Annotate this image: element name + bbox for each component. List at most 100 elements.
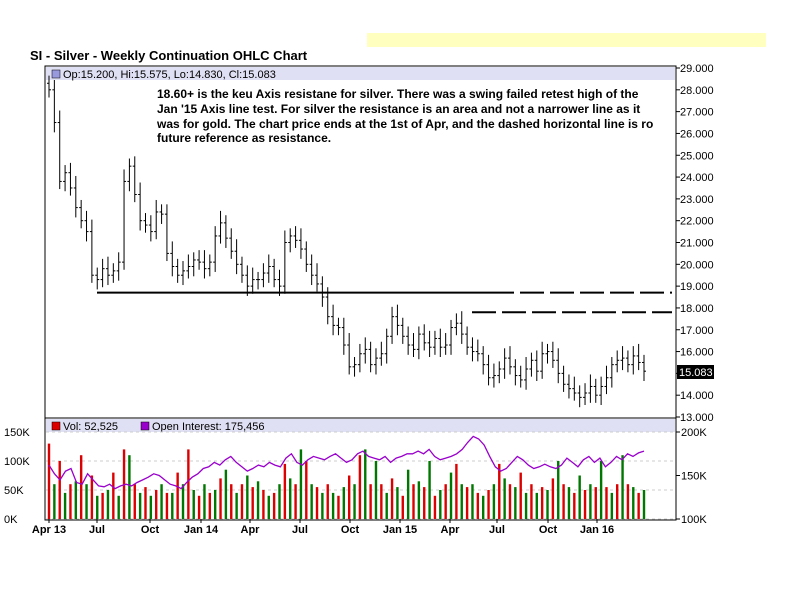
volume-bar: [272, 492, 276, 519]
price-tick-label: 25.000: [680, 150, 714, 162]
volume-bar: [144, 487, 147, 519]
volume-bar: [305, 461, 308, 519]
info-bar: [46, 67, 675, 80]
x-tick-label: Oct: [141, 524, 160, 536]
last-price-label: 15.083: [679, 367, 713, 379]
price-tick-label: 13.000: [680, 412, 714, 424]
volume-bar: [503, 478, 506, 519]
volume-bar: [230, 484, 233, 519]
open-interest-swatch: [140, 421, 150, 431]
volume-bar: [358, 455, 362, 519]
price-tick-label: 19.000: [680, 281, 714, 293]
volume-bar: [546, 490, 549, 519]
chart-title: SI - Silver - Weekly Continuation OHLC C…: [30, 48, 308, 63]
volume-bar: [58, 461, 61, 519]
x-tick-label: Jul: [292, 524, 308, 536]
volume-tick-label: 100K: [4, 456, 30, 468]
volume-bar: [471, 484, 474, 519]
price-tick-label: 23.000: [680, 194, 714, 206]
volume-bar: [444, 484, 447, 519]
volume-tick-label: 0K: [4, 514, 18, 526]
volume-bar: [551, 478, 555, 519]
volume-bar: [637, 492, 640, 519]
volume-bar: [331, 492, 335, 519]
x-tick-label: Apr: [441, 524, 461, 536]
volume-bar: [578, 475, 581, 519]
volume-bar: [642, 490, 646, 519]
price-tick-label: 21.000: [680, 238, 714, 250]
volume-bar: [117, 495, 120, 519]
volume-bar: [85, 484, 88, 519]
price-tick-label: 27.000: [680, 107, 714, 119]
volume-bar: [112, 472, 115, 519]
volume-info-bar: [46, 419, 675, 432]
volume-bar: [390, 478, 394, 519]
x-tick-label: Oct: [341, 524, 360, 536]
volume-bar: [133, 484, 136, 519]
volume-bar: [423, 487, 426, 519]
volume-bar: [213, 490, 217, 519]
volume-bar: [401, 495, 404, 519]
volume-bar: [417, 481, 421, 519]
volume-bar: [321, 492, 324, 519]
volume-tick-label: 50K: [4, 485, 24, 497]
volume-bar: [605, 487, 608, 519]
volume-bar: [374, 461, 378, 519]
volume-bar: [326, 484, 329, 519]
annotation: 18.60+ is the keu Axis resistane for sil…: [156, 87, 653, 145]
volume-bar: [171, 492, 174, 519]
volume-bar: [310, 484, 313, 519]
x-tick-label: Jan 14: [184, 524, 219, 536]
volume-bar: [567, 487, 571, 519]
volume-bar: [481, 495, 485, 519]
volume-bar: [439, 490, 442, 519]
volume-bar: [487, 490, 490, 519]
volume-bar: [208, 492, 212, 519]
oi-tick-label: 100K: [681, 514, 707, 526]
volume-bar: [197, 495, 201, 519]
volume-bar: [246, 475, 249, 519]
volume-bar: [492, 484, 496, 519]
price-tick-label: 14.000: [680, 390, 714, 402]
annotation-line: 18.60+ is the keu Axis resistane for sil…: [157, 87, 639, 101]
volume-bar: [138, 492, 142, 519]
volume-bar: [101, 492, 104, 519]
volume-bar: [347, 475, 351, 519]
volume-bar: [498, 463, 501, 519]
price-tick-label: 24.000: [680, 172, 714, 184]
volume-bar: [149, 495, 153, 519]
volume-label: Vol: 52,525: [63, 421, 118, 433]
volume-bar: [176, 472, 179, 519]
volume-bar: [465, 487, 469, 519]
price-tick-label: 16.000: [680, 347, 714, 359]
volume-bar: [615, 484, 619, 519]
x-tick-label: Oct: [539, 524, 558, 536]
volume-bar: [364, 449, 367, 519]
volume-swatch: [51, 421, 61, 431]
volume-bar: [181, 484, 185, 519]
volume-bar: [165, 492, 169, 519]
x-tick-label: Jan 15: [383, 524, 417, 536]
volume-bar: [219, 478, 222, 519]
x-tick-label: Apr 13: [32, 524, 66, 536]
volume-bar: [187, 449, 190, 519]
volume-bar: [278, 484, 281, 519]
volume-bar: [47, 443, 51, 519]
price-tick-label: 20.000: [680, 259, 714, 271]
volume-bar: [128, 455, 131, 519]
volume-bar: [369, 484, 372, 519]
volume-bar: [380, 484, 383, 519]
volume-bar: [573, 492, 576, 519]
volume-bar: [589, 484, 592, 519]
volume-bar: [353, 484, 356, 519]
volume-bar: [235, 492, 238, 519]
volume-bar: [74, 481, 78, 519]
open-interest-line: [48, 435, 645, 490]
volume-bar: [79, 455, 83, 519]
volume-bar: [192, 490, 195, 519]
price-panel: [44, 65, 677, 419]
volume-bar: [262, 490, 265, 519]
volume-bar: [562, 484, 565, 519]
volume-tick-label: 150K: [4, 427, 30, 439]
